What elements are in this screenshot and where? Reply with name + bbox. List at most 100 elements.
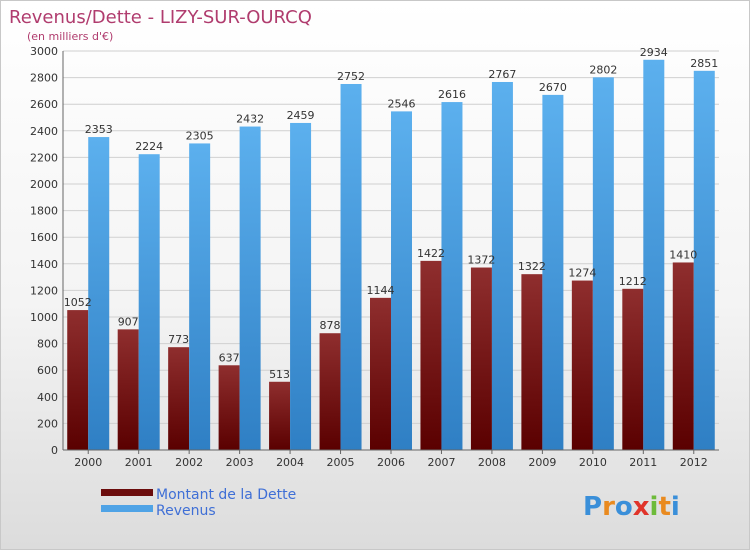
- data-label: 2934: [640, 46, 668, 59]
- x-tick-label: 2002: [175, 456, 203, 469]
- y-tick-label: 400: [37, 391, 58, 404]
- x-tick-label: 2008: [478, 456, 506, 469]
- bar-dette: [420, 260, 442, 450]
- logo-letter: r: [602, 492, 615, 522]
- chart-subtitle: (en milliers d'€): [27, 30, 113, 43]
- y-tick-label: 2600: [30, 98, 58, 111]
- bar-revenus: [138, 154, 160, 450]
- logo-letter: t: [658, 492, 670, 522]
- data-label: 2752: [337, 70, 365, 83]
- bars: [67, 59, 715, 451]
- x-tick-label: 2006: [377, 456, 405, 469]
- data-label: 2616: [438, 88, 466, 101]
- data-labels: 1052 2353 907 2224 773 2305 637 2432 513 2459 878 2…: [64, 46, 719, 381]
- bar-dette: [672, 262, 694, 450]
- data-label: 2459: [287, 109, 315, 122]
- bar-dette: [168, 347, 190, 450]
- data-label: 2224: [135, 140, 163, 153]
- bar-dette: [571, 280, 593, 450]
- data-label: 2670: [539, 81, 567, 94]
- data-label: 878: [320, 319, 341, 332]
- bar-revenus: [88, 137, 110, 450]
- bar-revenus: [643, 59, 665, 450]
- y-tick-label: 1400: [30, 258, 58, 271]
- y-tick-label: 600: [37, 364, 58, 377]
- x-tick-label: 2011: [629, 456, 657, 469]
- bar-dette: [218, 365, 240, 450]
- bar-dette: [117, 329, 139, 450]
- data-label: 2305: [186, 129, 214, 142]
- logo-letter: i: [650, 492, 659, 522]
- bar-dette: [370, 297, 391, 450]
- y-tick-label: 1000: [30, 311, 58, 324]
- data-label: 1052: [64, 296, 92, 309]
- bar-dette: [622, 288, 644, 450]
- y-tick-label: 2200: [30, 151, 58, 164]
- x-tick-label: 2010: [579, 456, 607, 469]
- data-label: 1322: [518, 260, 546, 273]
- x-tick-label: 2012: [680, 456, 708, 469]
- y-tick-label: 200: [37, 417, 58, 430]
- x-tick-label: 2007: [427, 456, 455, 469]
- logo-letter: o: [615, 492, 633, 522]
- legend-label: Revenus: [156, 503, 216, 519]
- data-label: 637: [219, 351, 240, 364]
- x-tick-label: 2004: [276, 456, 304, 469]
- data-label: 1410: [669, 248, 697, 261]
- y-tick-label: 800: [37, 338, 58, 351]
- x-tick-label: 2003: [226, 456, 254, 469]
- logo-letter: i: [671, 492, 680, 522]
- data-label: 2546: [388, 97, 416, 110]
- y-tick-label: 2400: [30, 125, 58, 138]
- data-label: 2802: [589, 63, 617, 76]
- y-tick-label: 1200: [30, 284, 58, 297]
- logo-letter: x: [633, 492, 650, 522]
- bar-revenus: [542, 94, 564, 450]
- bar-revenus: [391, 111, 412, 450]
- bar-revenus: [189, 143, 211, 450]
- data-label: 1422: [417, 247, 445, 260]
- bar-dette: [470, 267, 492, 450]
- data-label: 907: [118, 315, 139, 328]
- x-tick-label: 2001: [125, 456, 153, 469]
- proxiti-logo: Proxiti: [583, 492, 680, 522]
- data-label: 513: [269, 368, 290, 381]
- chart-title: Revenus/Dette - LIZY-SUR-OURCQ: [9, 7, 312, 28]
- legend-swatch: [101, 489, 153, 496]
- y-tick-label: 2000: [30, 178, 58, 191]
- legend-label: Montant de la Dette: [156, 487, 296, 503]
- bar-revenus: [693, 70, 715, 450]
- bar-dette: [521, 274, 543, 450]
- data-label: 1212: [619, 275, 647, 288]
- bar-revenus: [340, 83, 362, 450]
- data-label: 1372: [467, 254, 495, 267]
- data-label: 1144: [367, 284, 395, 297]
- y-tick-label: 1800: [30, 205, 58, 218]
- data-label: 2851: [690, 57, 718, 70]
- bar-revenus: [290, 122, 312, 450]
- data-label: 2353: [85, 123, 113, 136]
- y-tick-label: 3000: [30, 45, 58, 58]
- data-label: 773: [168, 333, 189, 346]
- data-label: 2432: [236, 113, 264, 126]
- logo-letter: P: [583, 492, 602, 522]
- bar-dette: [67, 310, 89, 450]
- bar-dette: [269, 381, 291, 450]
- legend-swatch: [101, 505, 153, 512]
- bar-dette: [319, 333, 341, 450]
- bar-revenus: [239, 126, 261, 450]
- x-tick-label: 2009: [528, 456, 556, 469]
- bar-revenus: [592, 77, 614, 451]
- y-tick-label: 2800: [30, 72, 58, 85]
- x-tick-label: 2005: [327, 456, 355, 469]
- y-tick-label: 0: [51, 444, 58, 457]
- data-label: 2767: [488, 68, 516, 81]
- x-tick-label: 2000: [74, 456, 102, 469]
- y-tick-label: 1600: [30, 231, 58, 244]
- data-label: 1274: [568, 267, 596, 280]
- axes: 0 200 400 600 800 1000 1200 1400 1600 1800 2000 220…: [30, 45, 719, 469]
- bar-revenus: [441, 102, 463, 451]
